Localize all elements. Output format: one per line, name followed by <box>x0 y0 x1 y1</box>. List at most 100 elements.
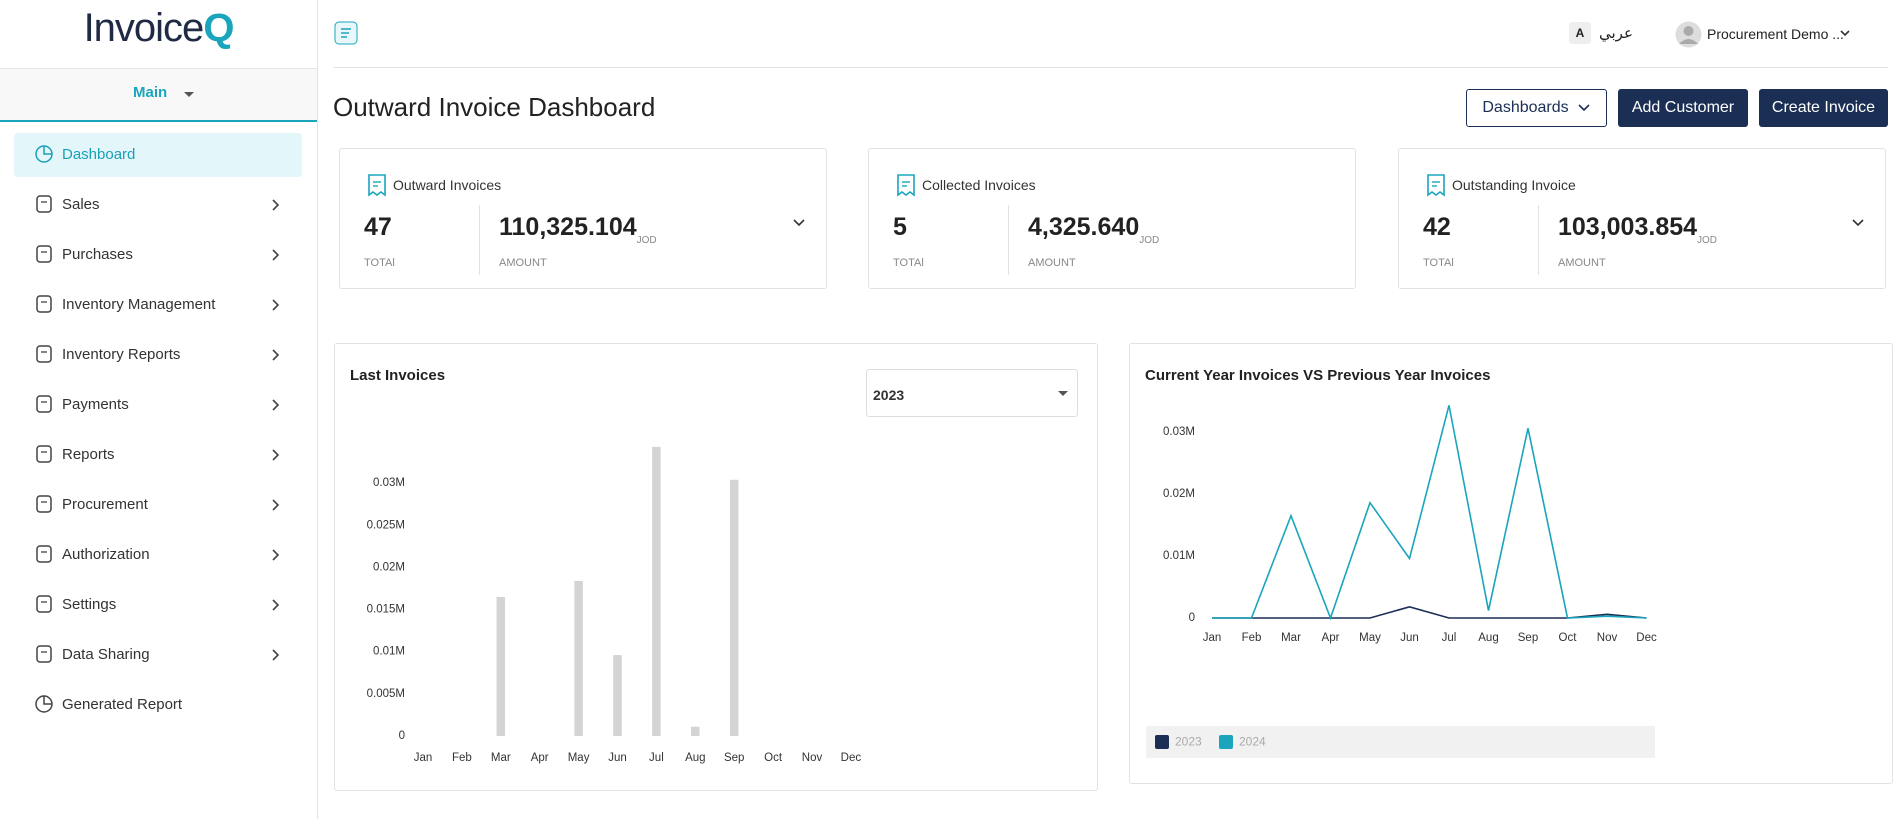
legend-swatch[interactable] <box>1219 735 1233 749</box>
x-tick-label: Jul <box>1442 632 1457 644</box>
card-total-label: TOTAl <box>1423 257 1454 269</box>
card-amount: 4,325.640 <box>1028 213 1140 241</box>
menu-item[interactable]: Generated Report <box>14 683 302 727</box>
x-tick-label: May <box>568 752 590 764</box>
user-menu[interactable]: Procurement Demo ... <box>1707 26 1844 42</box>
icon-shape <box>36 545 52 563</box>
menu-icon <box>36 445 52 463</box>
chevron-path <box>272 649 280 661</box>
menu-item[interactable]: Reports <box>14 433 302 477</box>
y-tick-label: 0.02M <box>373 561 405 573</box>
menu-item[interactable]: Authorization <box>14 533 302 577</box>
chart-panel: Last Invoices 0 0.005M 0.01M 0.015M 0.02M 0.02… <box>334 343 1098 791</box>
menu-item[interactable]: Inventory Management <box>14 283 302 327</box>
button[interactable]: Add Customer <box>1618 89 1748 127</box>
menu-item[interactable]: Purchases <box>14 233 302 277</box>
card-amount-label: AMOUNT <box>1028 257 1076 269</box>
menu-label: Settings <box>62 596 117 613</box>
x-tick-label: Feb <box>452 752 472 764</box>
icon-shape <box>36 595 52 613</box>
chart: Current Year Invoices VS Previous Year I… <box>1145 367 1657 758</box>
x-tick-label: May <box>1359 632 1381 644</box>
menu-item[interactable]: Inventory Reports <box>14 333 302 377</box>
chevron-path <box>272 199 280 211</box>
button[interactable]: Create Invoice <box>1759 89 1888 127</box>
line-series <box>1212 606 1647 619</box>
card-title: Outstanding Invoice <box>1452 177 1576 193</box>
y-tick-label: 0 <box>399 730 405 742</box>
legend-label[interactable]: 2024 <box>1239 735 1266 749</box>
menu-icon <box>36 345 52 363</box>
bar <box>729 479 739 736</box>
card-amount-label: AMOUNT <box>1558 257 1606 269</box>
chevron-path <box>272 299 280 311</box>
x-tick-label: Oct <box>764 752 783 764</box>
menu-label: Inventory Management <box>62 296 216 313</box>
card-amount-row: 103,003.854JOD <box>1558 213 1717 246</box>
logo-accent: Q <box>203 6 234 50</box>
button-label: Create Invoice <box>1771 99 1876 116</box>
icon-shape <box>36 395 52 413</box>
year-select-value: 2023 <box>873 387 905 403</box>
menu-item[interactable]: Payments <box>14 383 302 427</box>
x-tick-label: Feb <box>1242 632 1262 644</box>
menu-item[interactable]: Procurement <box>14 483 302 527</box>
menu-item[interactable]: Settings <box>14 583 302 627</box>
lang-badge[interactable]: A <box>1569 22 1591 44</box>
menu-icon <box>36 595 52 613</box>
x-tick-label: Oct <box>1559 632 1578 644</box>
chart: Last Invoices 0 0.005M 0.01M 0.015M 0.02M 0.02… <box>350 367 861 764</box>
icon-shape <box>36 345 52 363</box>
menu-toggle[interactable] <box>334 21 358 45</box>
select-caret <box>1058 391 1068 396</box>
menu-label: Payments <box>62 396 129 413</box>
section-selector[interactable]: Main <box>0 68 317 122</box>
menu-icon <box>36 645 52 663</box>
chart-title: Current Year Invoices VS Previous Year I… <box>1145 367 1490 384</box>
bar <box>574 580 583 736</box>
menu-label: Reports <box>62 446 115 463</box>
card-amount: 103,003.854 <box>1558 213 1698 241</box>
x-tick-label: Dec <box>1636 632 1657 644</box>
chevron-path <box>272 449 280 461</box>
chart-panel: Current Year Invoices VS Previous Year I… <box>1129 343 1893 784</box>
icon-shape <box>897 174 915 197</box>
legend-swatch[interactable] <box>1155 735 1169 749</box>
menu-label: Data Sharing <box>62 646 150 663</box>
chevron-path <box>272 499 280 511</box>
menu-item[interactable]: Data Sharing <box>14 633 302 677</box>
chevron-path <box>272 349 280 361</box>
button[interactable]: Dashboards <box>1466 89 1607 127</box>
menu-item[interactable]: Sales <box>14 183 302 227</box>
chevron <box>272 349 280 361</box>
stat-card: Collected Invoices 5 TOTAl 4,325.640JOD AMOU… <box>868 148 1356 289</box>
menu-label: Purchases <box>62 246 133 263</box>
card-currency: JOD <box>636 235 657 246</box>
card-amount: 110,325.104 <box>499 213 637 241</box>
legend-label[interactable]: 2023 <box>1175 735 1202 749</box>
user-chevron <box>1840 30 1850 37</box>
card-currency: JOD <box>1139 235 1160 246</box>
y-tick-label: 0.02M <box>1163 488 1195 500</box>
icon-shape <box>1427 174 1445 197</box>
button-caret <box>1578 104 1590 112</box>
card-total-label: TOTAl <box>893 257 924 269</box>
bar <box>691 726 700 736</box>
menu-item[interactable]: Dashboard <box>14 133 302 177</box>
x-tick-label: Sep <box>724 752 744 764</box>
card-expand[interactable] <box>792 218 806 228</box>
lang-toggle[interactable]: عربي <box>1599 25 1633 42</box>
card-expand[interactable] <box>1851 218 1865 228</box>
menu-label: Inventory Reports <box>62 346 181 363</box>
x-tick-label: Mar <box>1281 632 1301 644</box>
logo[interactable]: InvoiceQ <box>0 6 317 51</box>
menu-icon <box>36 395 52 413</box>
user-avatar <box>1675 21 1702 48</box>
year-select[interactable]: 2023 <box>866 369 1078 417</box>
card-icon <box>897 174 915 197</box>
button-label: Add Customer <box>1631 99 1735 116</box>
chevron-path <box>272 399 280 411</box>
menu-icon <box>35 145 53 163</box>
icon-shape <box>43 146 52 155</box>
